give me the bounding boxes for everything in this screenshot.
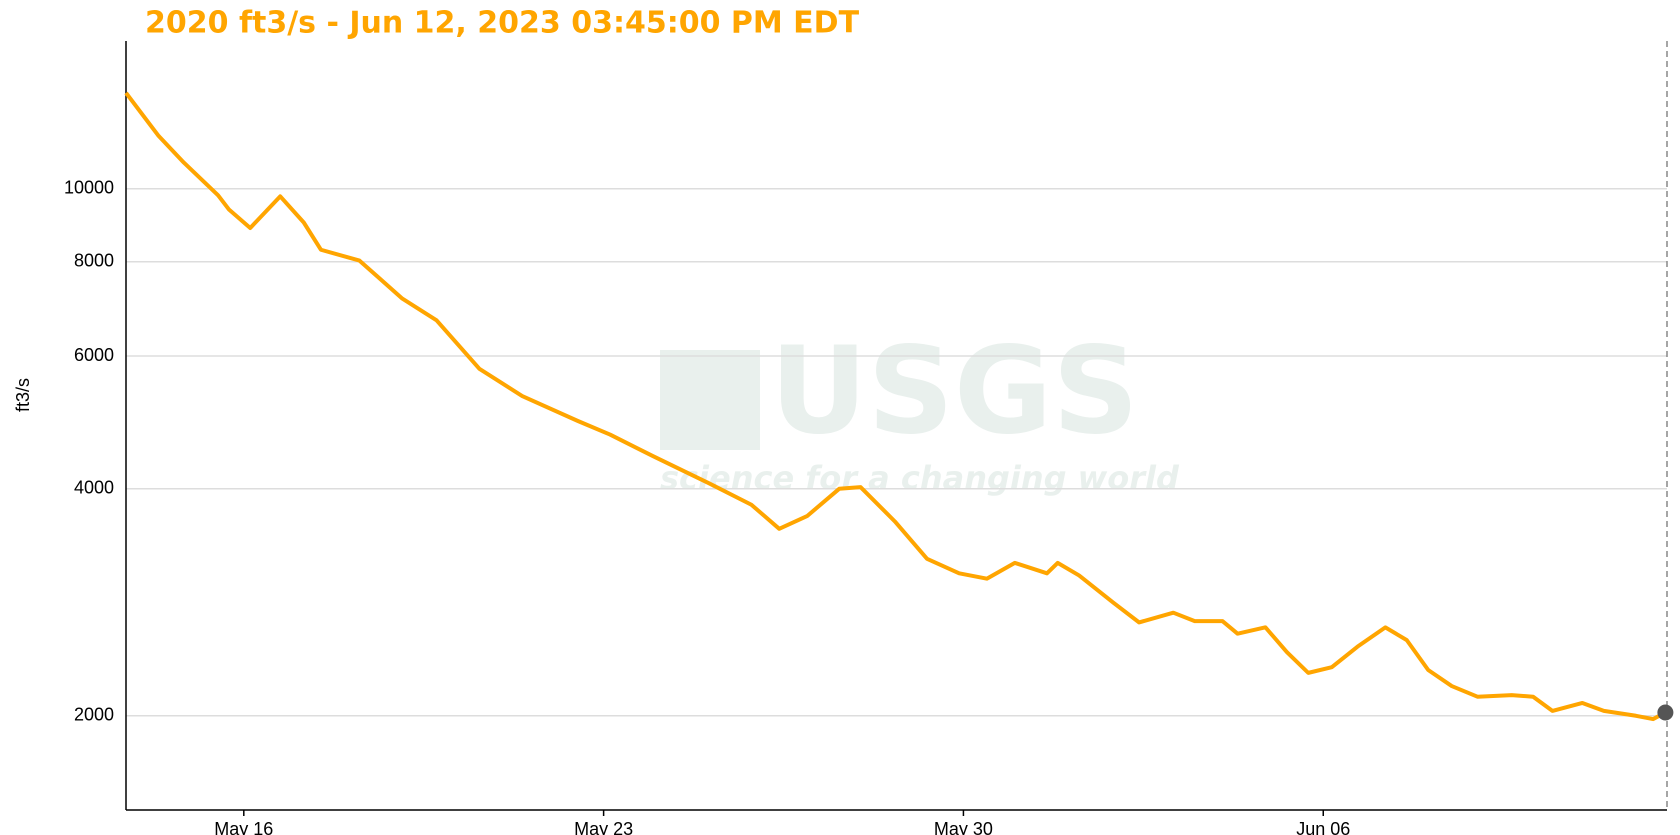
latest-point xyxy=(1657,704,1674,721)
y-tick-label: 4000 xyxy=(74,478,114,498)
y-tick-label: 2000 xyxy=(74,705,114,725)
watermark-tagline: science for a changing world xyxy=(660,459,1180,497)
x-tick-label: May 30 xyxy=(934,819,993,835)
x-tick-label: May 16 xyxy=(214,819,273,835)
watermark-logo xyxy=(660,350,760,450)
watermark-logo-text: USGS xyxy=(770,323,1139,462)
chart-title: 2020 ft3/s - Jun 12, 2023 03:45:00 PM ED… xyxy=(145,6,860,41)
series-line xyxy=(124,91,1667,722)
x-tick-label: Jun 06 xyxy=(1296,819,1350,835)
y-axis-label: ft3/s xyxy=(13,378,33,412)
watermark: USGS science for a changing world xyxy=(660,323,1180,497)
y-tick-label: 10000 xyxy=(64,177,114,197)
y-tick-label: 6000 xyxy=(74,345,114,365)
x-tick-label: May 23 xyxy=(574,819,633,835)
y-tick-label: 8000 xyxy=(74,251,114,271)
